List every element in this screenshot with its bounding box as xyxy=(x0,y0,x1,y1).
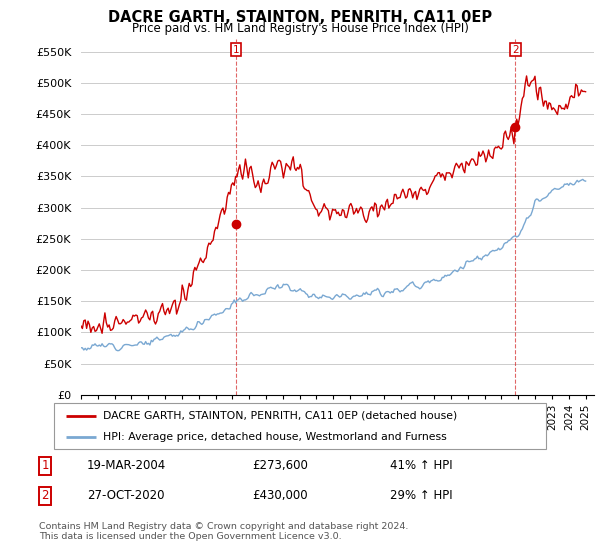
Text: Contains HM Land Registry data © Crown copyright and database right 2024.
This d: Contains HM Land Registry data © Crown c… xyxy=(39,522,409,542)
Text: 27-OCT-2020: 27-OCT-2020 xyxy=(87,489,164,502)
Text: 19-MAR-2004: 19-MAR-2004 xyxy=(87,459,166,473)
Text: DACRE GARTH, STAINTON, PENRITH, CA11 0EP: DACRE GARTH, STAINTON, PENRITH, CA11 0EP xyxy=(108,10,492,25)
Text: DACRE GARTH, STAINTON, PENRITH, CA11 0EP (detached house): DACRE GARTH, STAINTON, PENRITH, CA11 0EP… xyxy=(103,410,457,421)
Text: £273,600: £273,600 xyxy=(252,459,308,473)
Text: 41% ↑ HPI: 41% ↑ HPI xyxy=(390,459,452,473)
Text: 29% ↑ HPI: 29% ↑ HPI xyxy=(390,489,452,502)
Text: 1: 1 xyxy=(41,459,49,473)
Text: £430,000: £430,000 xyxy=(252,489,308,502)
Text: 2: 2 xyxy=(41,489,49,502)
Text: 2: 2 xyxy=(512,45,519,54)
Text: HPI: Average price, detached house, Westmorland and Furness: HPI: Average price, detached house, West… xyxy=(103,432,447,442)
Text: Price paid vs. HM Land Registry's House Price Index (HPI): Price paid vs. HM Land Registry's House … xyxy=(131,22,469,35)
Text: 1: 1 xyxy=(233,45,239,54)
